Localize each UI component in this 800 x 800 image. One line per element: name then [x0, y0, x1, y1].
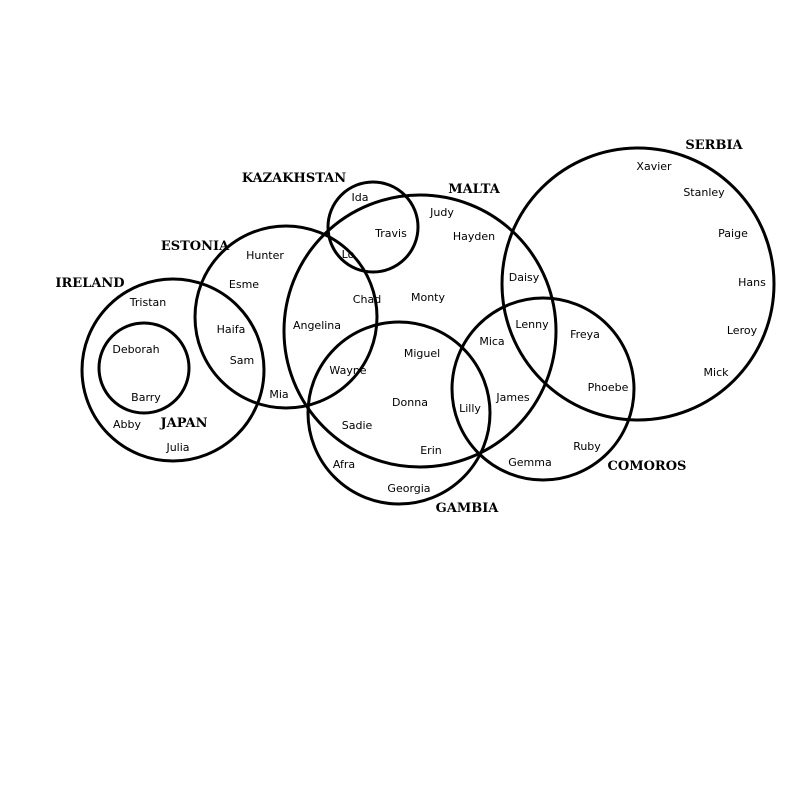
- member-label: Chad: [353, 293, 381, 306]
- member-label: Wayne: [329, 364, 366, 377]
- member-label: Julia: [165, 441, 189, 454]
- member-label: Sadie: [342, 419, 373, 432]
- set-label-gambia: GAMBIA: [436, 501, 500, 516]
- set-label-malta: MALTA: [448, 182, 501, 197]
- circle-japan: [97, 321, 191, 415]
- circle-serbia: [500, 146, 776, 422]
- member-label: Afra: [333, 458, 355, 471]
- member-label: Angelina: [293, 319, 341, 332]
- member-label: Tristan: [129, 296, 166, 309]
- circle-kazakhstan: [326, 180, 420, 274]
- member-label: Mia: [269, 388, 288, 401]
- circle-gambia: [306, 320, 492, 506]
- circle-estonia: [193, 224, 379, 410]
- member-label: Lilly: [459, 402, 481, 415]
- member-label: Freya: [570, 328, 600, 341]
- member-label: Xavier: [636, 160, 672, 173]
- set-label-serbia: SERBIA: [685, 138, 743, 153]
- member-label: Erin: [420, 444, 442, 457]
- member-label: Deborah: [112, 343, 159, 356]
- member-label: Miguel: [404, 347, 440, 360]
- set-label-kazakhstan: KAZAKHSTAN: [242, 171, 346, 186]
- circle-malta: [282, 193, 558, 469]
- circle-comoros: [450, 296, 636, 482]
- member-label: Leroy: [727, 324, 758, 337]
- member-label: Monty: [411, 291, 446, 304]
- member-label: Mick: [704, 366, 730, 379]
- member-label: Haifa: [217, 323, 246, 336]
- set-label-comoros: COMOROS: [608, 459, 687, 474]
- member-label: Abby: [113, 418, 141, 431]
- member-label: Hans: [738, 276, 766, 289]
- member-label: Phoebe: [588, 381, 629, 394]
- circle-ireland: [80, 277, 266, 463]
- member-label: Lenny: [515, 318, 549, 331]
- set-label-estonia: ESTONIA: [161, 239, 230, 254]
- member-label: Mica: [479, 335, 504, 348]
- member-label: Ruby: [573, 440, 601, 453]
- member-label: Daisy: [509, 271, 540, 284]
- member-label: Hayden: [453, 230, 495, 243]
- member-label: James: [495, 391, 529, 404]
- member-label: Ida: [352, 191, 369, 204]
- member-label: Barry: [131, 391, 161, 404]
- set-label-japan: JAPAN: [159, 416, 207, 431]
- member-label: Gemma: [508, 456, 551, 469]
- member-label: Esme: [229, 278, 259, 291]
- set-label-ireland: IRELAND: [55, 276, 124, 291]
- member-label: Lo: [342, 248, 355, 261]
- member-label: Georgia: [387, 482, 430, 495]
- member-label: Judy: [429, 206, 454, 219]
- member-label: Paige: [718, 227, 748, 240]
- member-label: Hunter: [246, 249, 284, 262]
- member-label: Stanley: [683, 186, 725, 199]
- member-label: Donna: [392, 396, 428, 409]
- member-label: Sam: [230, 354, 254, 367]
- member-label: Travis: [374, 227, 407, 240]
